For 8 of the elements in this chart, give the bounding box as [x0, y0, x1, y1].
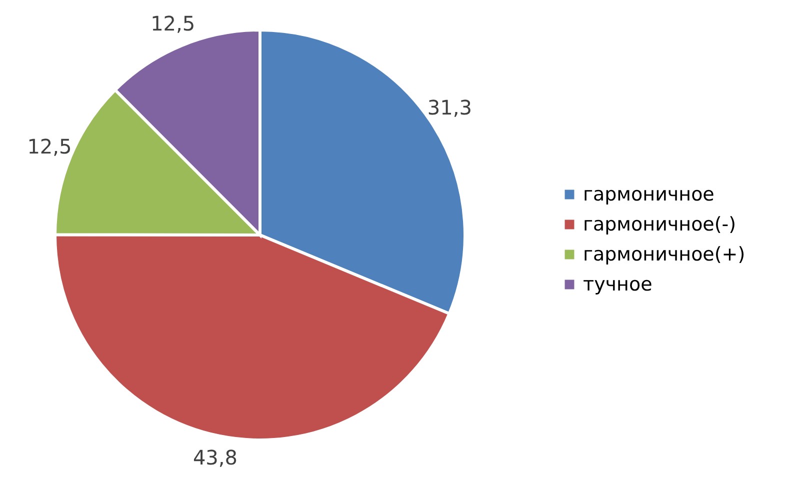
legend-label: гармоничное	[583, 184, 714, 206]
legend-label: гармоничное(+)	[583, 244, 746, 266]
data-label: 31,3	[427, 95, 472, 120]
data-label: 43,8	[192, 446, 238, 470]
legend-label: гармоничное(-)	[583, 214, 736, 236]
data-label: 12,5	[150, 11, 196, 36]
legend-label: тучное	[583, 274, 652, 296]
data-label: 12,5	[27, 134, 72, 158]
